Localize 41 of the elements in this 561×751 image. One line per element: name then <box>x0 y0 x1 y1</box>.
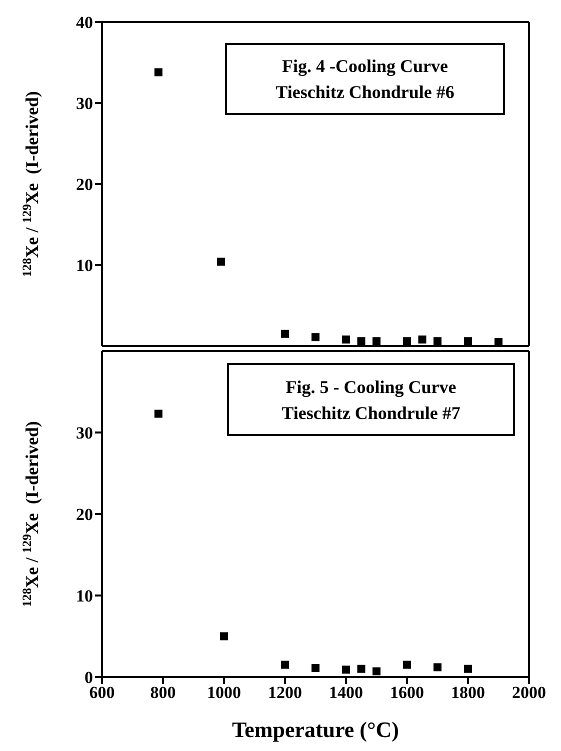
point <box>403 337 411 346</box>
point <box>357 664 366 673</box>
caption-frame: Fig. 4 -Cooling Curve Tieschitz Chondrule #6 <box>225 43 505 115</box>
point <box>342 336 350 344</box>
point <box>220 632 228 640</box>
y-tick-label: 40 <box>76 13 93 32</box>
point <box>464 337 472 346</box>
y-tick-label: 30 <box>76 424 93 443</box>
point <box>357 337 366 346</box>
point <box>418 336 426 344</box>
x-tick-label: 800 <box>150 683 176 702</box>
point <box>312 333 320 342</box>
point <box>216 258 225 266</box>
annotation: Fig. 5 - Cooling Curve Tieschitz Chondrule #7 <box>282 376 460 424</box>
annotation: Fig. 4 -Cooling Curve Tieschitz Chondrule #6 <box>276 55 454 104</box>
point <box>342 666 350 674</box>
x-axis-title: Temperature (°C) <box>232 717 400 742</box>
y-tick-label: 20 <box>76 175 93 194</box>
y-tick-label: 20 <box>76 505 93 524</box>
point <box>281 660 289 669</box>
x-tick-label: 1000 <box>207 683 241 702</box>
point <box>372 667 380 676</box>
point <box>403 660 411 669</box>
x-tick-label: 1600 <box>390 683 424 702</box>
y-tick-label: 10 <box>76 586 93 606</box>
point <box>464 664 472 673</box>
point <box>494 338 502 346</box>
y-tick-label: 30 <box>76 94 93 114</box>
point <box>312 664 320 672</box>
point <box>372 337 380 346</box>
y-tick-label: 10 <box>76 256 93 276</box>
point <box>434 337 442 346</box>
point <box>154 68 162 76</box>
point <box>154 410 162 418</box>
x-tick-label: 2000 <box>512 683 546 702</box>
point <box>434 663 442 672</box>
x-tick-label: 1400 <box>329 683 363 702</box>
point <box>281 330 289 338</box>
x-tick-label: 1800 <box>451 683 485 702</box>
caption-frame: Fig. 5 - Cooling Curve Tieschitz Chondrule #7 <box>227 363 515 436</box>
x-tick-label: 1200 <box>268 683 302 702</box>
